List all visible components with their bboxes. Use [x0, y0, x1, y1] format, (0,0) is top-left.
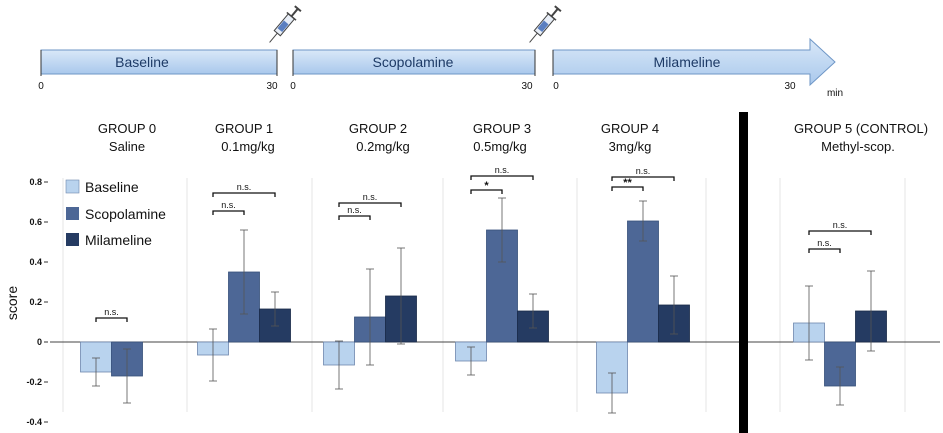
syringe-icon [529, 5, 562, 43]
group-subtitle: Methyl-scop. [821, 139, 895, 154]
significance-bracket [808, 248, 841, 253]
chart-annotations: n.s.n.s.n.s.n.s.n.s.*n.s.**n.s.n.s.n.s. [95, 165, 872, 322]
timeline-segment-scopolamine [292, 49, 536, 75]
significance-bracket [611, 176, 675, 181]
significance-label: n.s. [636, 166, 651, 176]
y-tick-label: 0.4 [29, 257, 42, 267]
significance-label: n.s. [237, 182, 252, 192]
significance-label: n.s. [221, 200, 236, 210]
significance-label: n.s. [347, 205, 362, 215]
chart-bars [80, 220, 887, 394]
group-subtitle: Saline [109, 139, 145, 154]
y-tick-label: 0.6 [29, 217, 42, 227]
significance-bracket [95, 317, 128, 322]
legend-label-scopolamine: Scopolamine [85, 206, 166, 222]
timeline-label-baseline: Baseline [115, 54, 169, 70]
y-tick-label: 0.2 [29, 297, 42, 307]
y-tick-label: -0.4 [26, 417, 42, 427]
timeline-unit: min [827, 88, 843, 99]
significance-label: n.s. [495, 165, 510, 175]
timeline-tick-milameline-end: 30 [784, 81, 796, 92]
group-name: GROUP 3 [473, 121, 531, 136]
group-labels: GROUP 0 Saline GROUP 1 0.1mg/kg GROUP 2 0.2mg… [98, 121, 928, 154]
significance-label: * [484, 180, 489, 192]
group-subtitle: 0.5mg/kg [473, 139, 526, 154]
significance-label: n.s. [817, 238, 832, 248]
group-subtitle: 3mg/kg [609, 139, 652, 154]
group-name: GROUP 4 [601, 121, 659, 136]
significance-bracket [808, 230, 872, 235]
separator-bar [739, 112, 748, 433]
group-name: GROUP 0 [98, 121, 156, 136]
significance-bracket [212, 210, 245, 215]
y-tick-label: 0 [37, 337, 42, 347]
chart-grid [62, 178, 906, 412]
timeline-segment-baseline [40, 49, 278, 75]
legend-swatch-baseline [65, 179, 80, 194]
timeline-label-milameline: Milameline [654, 54, 721, 70]
legend-label-baseline: Baseline [85, 179, 139, 195]
timeline-tick-milameline-start: 0 [553, 81, 559, 92]
significance-bracket [338, 202, 402, 207]
timeline-tick-baseline-start: 0 [38, 81, 44, 92]
legend-label-milameline: Milameline [85, 232, 152, 248]
timeline: Baseline Scopolamine Milameline 0 30 0 3… [38, 5, 843, 99]
timeline-segment-milameline [552, 37, 836, 87]
significance-label: n.s. [104, 307, 119, 317]
significance-label: n.s. [363, 192, 378, 202]
significance-bracket [338, 215, 371, 220]
y-axis-label: score [4, 286, 20, 320]
chart-error-bars [92, 197, 875, 414]
legend-swatch-milameline [66, 233, 79, 246]
significance-bracket [611, 186, 644, 191]
significance-bracket [470, 175, 534, 180]
significance-bracket [212, 192, 276, 197]
y-tick-label: 0.8 [29, 177, 42, 187]
significance-label: ** [623, 177, 632, 189]
group-subtitle: 0.1mg/kg [221, 139, 274, 154]
group-name: GROUP 2 [349, 121, 407, 136]
group-name: GROUP 1 [215, 121, 273, 136]
timeline-tick-scopolamine-start: 0 [290, 81, 296, 92]
syringe-icon [269, 5, 302, 43]
significance-label: n.s. [833, 220, 848, 230]
timeline-label-scopolamine: Scopolamine [373, 54, 454, 70]
group-name: GROUP 5 (CONTROL) [794, 121, 928, 136]
group-subtitle: 0.2mg/kg [356, 139, 409, 154]
timeline-tick-baseline-end: 30 [266, 81, 278, 92]
timeline-tick-scopolamine-end: 30 [521, 81, 533, 92]
legend-swatch-scopolamine [66, 207, 79, 220]
y-tick-label: -0.2 [26, 377, 42, 387]
significance-bracket [470, 189, 503, 194]
legend: Baseline Scopolamine Milameline [65, 179, 166, 248]
